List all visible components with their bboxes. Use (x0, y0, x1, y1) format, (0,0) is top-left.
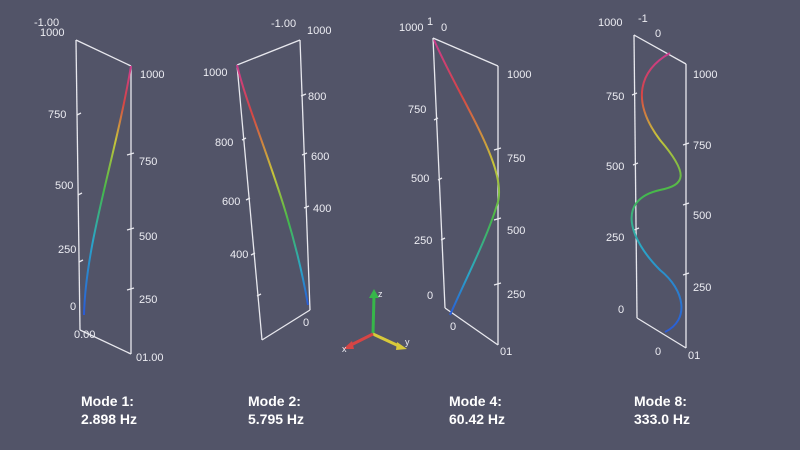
mode8-caption: Mode 8: 333.0 Hz (634, 392, 690, 428)
mode1-title: Mode 1: (81, 393, 134, 409)
svg-text:500: 500 (693, 210, 711, 222)
svg-text:0: 0 (655, 28, 661, 40)
svg-text:01.00: 01.00 (136, 352, 164, 364)
svg-text:500: 500 (507, 225, 525, 237)
svg-text:750: 750 (139, 156, 157, 168)
svg-text:0.00: 0.00 (74, 329, 95, 341)
svg-text:01: 01 (688, 350, 700, 362)
svg-text:750: 750 (693, 140, 711, 152)
svg-text:600: 600 (311, 151, 329, 163)
svg-text:0: 0 (70, 301, 76, 313)
svg-text:1000: 1000 (507, 69, 531, 81)
svg-text:750: 750 (48, 109, 66, 121)
svg-text:1000: 1000 (693, 69, 717, 81)
mode4-caption: Mode 4: 60.42 Hz (449, 392, 505, 428)
mode8-panel (630, 34, 690, 349)
mode2-title: Mode 2: (248, 393, 301, 409)
mode1-labels: -1.00 1000 750 500 250 0 0.00 1000 750 5… (34, 17, 164, 364)
svg-text:500: 500 (411, 173, 429, 185)
mode8-frequency: 333.0 Hz (634, 411, 691, 427)
svg-text:0: 0 (655, 346, 661, 358)
svg-text:400: 400 (230, 249, 248, 261)
svg-text:1000: 1000 (399, 22, 423, 34)
svg-text:0: 0 (427, 290, 433, 302)
svg-text:0: 0 (303, 317, 309, 329)
svg-text:500: 500 (55, 180, 73, 192)
mode4-labels: 1000 1 0 750 500 250 0 0 1000 750 500 25… (399, 16, 531, 358)
svg-text:400: 400 (313, 203, 331, 215)
mode1-caption: Mode 1: 2.898 Hz (81, 392, 137, 428)
svg-text:01: 01 (500, 346, 512, 358)
svg-text:600: 600 (222, 196, 240, 208)
svg-text:x: x (342, 344, 347, 354)
mode2-panel (236, 39, 311, 341)
svg-text:250: 250 (139, 294, 157, 306)
orientation-axes[interactable]: z y x (342, 289, 410, 354)
svg-text:1000: 1000 (307, 25, 331, 37)
svg-text:z: z (378, 289, 383, 299)
svg-text:1000: 1000 (140, 69, 164, 81)
svg-text:250: 250 (58, 244, 76, 256)
mode8-labels: 1000 -1 0 750 500 250 0 0 1000 750 500 2… (598, 13, 717, 362)
mode8-title: Mode 8: (634, 393, 687, 409)
svg-text:y: y (405, 337, 410, 347)
svg-text:-1: -1 (638, 13, 648, 25)
mode4-panel (432, 37, 502, 346)
svg-text:1000: 1000 (203, 67, 227, 79)
svg-text:0: 0 (618, 304, 624, 316)
mode2-caption: Mode 2: 5.795 Hz (248, 392, 304, 428)
svg-text:750: 750 (507, 153, 525, 165)
mode1-panel (75, 39, 135, 355)
svg-text:800: 800 (215, 137, 233, 149)
svg-text:750: 750 (408, 104, 426, 116)
svg-text:1000: 1000 (598, 17, 622, 29)
mode2-frequency: 5.795 Hz (248, 411, 305, 427)
svg-text:1000: 1000 (40, 27, 64, 39)
mode4-title: Mode 4: (449, 393, 502, 409)
mode4-frequency: 60.42 Hz (449, 411, 506, 427)
svg-text:1: 1 (427, 16, 433, 28)
svg-text:500: 500 (139, 231, 157, 243)
svg-text:800: 800 (308, 91, 326, 103)
svg-text:250: 250 (693, 282, 711, 294)
svg-text:0: 0 (441, 22, 447, 34)
svg-text:250: 250 (507, 289, 525, 301)
svg-text:-1.00: -1.00 (34, 17, 59, 29)
svg-text:-1.00: -1.00 (271, 18, 296, 30)
svg-text:0: 0 (450, 321, 456, 333)
svg-text:750: 750 (606, 91, 624, 103)
mode1-frequency: 2.898 Hz (81, 411, 138, 427)
svg-text:250: 250 (414, 235, 432, 247)
svg-text:250: 250 (606, 232, 624, 244)
svg-text:500: 500 (606, 161, 624, 173)
mode2-labels: -1.00 1000 1000 800 600 400 800 600 400 … (203, 18, 331, 329)
